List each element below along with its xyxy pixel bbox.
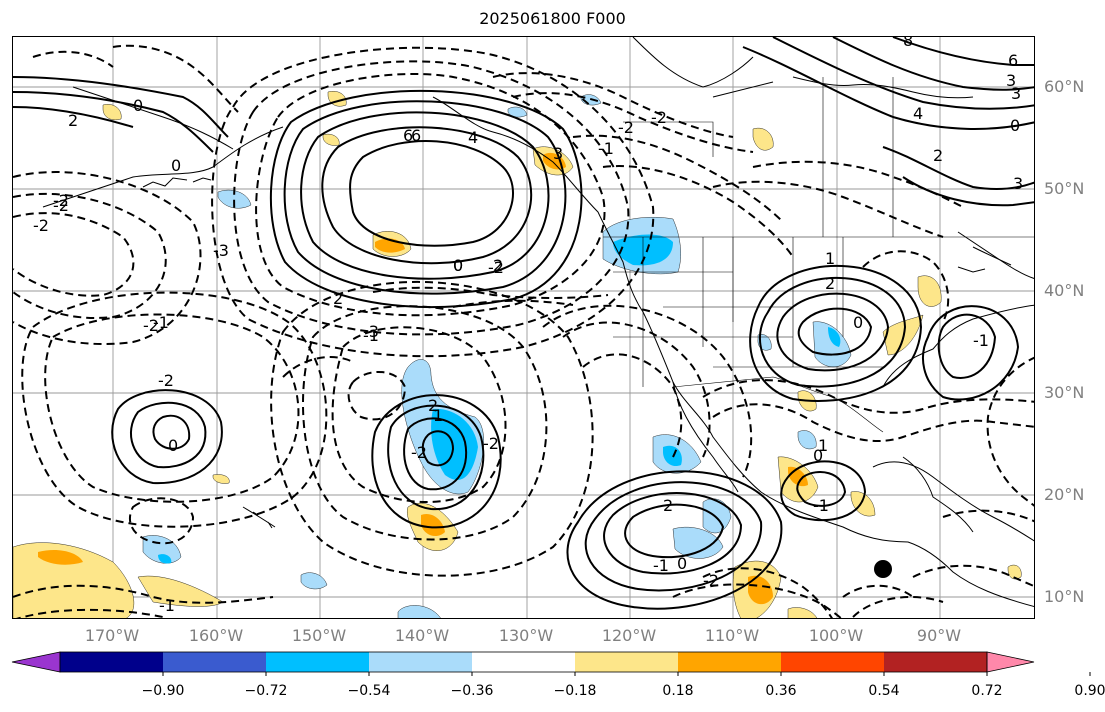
longitude-label: 130°W xyxy=(498,626,554,645)
contour-value-label: -2 xyxy=(651,108,667,127)
longitude-label: 120°W xyxy=(601,626,657,645)
longitude-label: 100°W xyxy=(808,626,864,645)
contour-value-label: 2 xyxy=(933,146,943,165)
contour-value-label: -2 xyxy=(143,316,159,335)
colorbar-extend-high xyxy=(986,651,1035,673)
colorbar-tick-label: 0.54 xyxy=(868,683,900,699)
contour-value-label: 3 xyxy=(1011,84,1021,103)
political-borders xyxy=(603,77,1034,433)
contour-value-label: -2 xyxy=(488,258,504,277)
contour-value-label: 3 xyxy=(553,144,563,163)
strong-positive-shading xyxy=(38,152,808,605)
longitude-label: 170°W xyxy=(84,626,140,645)
solid-contours xyxy=(13,37,1034,610)
contour-value-label: 6 xyxy=(1008,51,1018,70)
colorbar-tick-label: −0.90 xyxy=(141,683,185,699)
colorbar-segment xyxy=(781,652,884,672)
longitude-label: 90°W xyxy=(916,626,962,645)
contour-value-label: 2 xyxy=(825,274,835,293)
contour-value-label: -1 xyxy=(813,496,829,515)
contour-value-label: 2 xyxy=(68,111,78,130)
contour-value-label: 1 xyxy=(825,249,835,268)
colorbar-segment xyxy=(369,652,472,672)
contour-value-label: -2 xyxy=(53,196,69,215)
contour-value-label: -1 xyxy=(153,313,169,332)
coastlines xyxy=(42,37,1034,607)
contour-value-label: 6 xyxy=(23,37,33,40)
latitude-label: 60°N xyxy=(1044,77,1085,96)
contour-value-label: 1 xyxy=(433,406,443,425)
contour-value-label: -2 xyxy=(618,118,634,137)
longitude-label: 160°W xyxy=(188,626,244,645)
contour-value-label: 0 xyxy=(453,256,463,275)
contour-value-label: 2 xyxy=(493,256,503,275)
contour-value-label: 0 xyxy=(453,256,463,275)
latitude-label: 40°N xyxy=(1044,281,1085,300)
contour-value-label: 3 xyxy=(1006,71,1016,90)
latitude-label: 20°N xyxy=(1044,485,1085,504)
latitude-label: 30°N xyxy=(1044,383,1085,402)
colorbar-segment xyxy=(472,652,575,672)
contour-value-label: -3 xyxy=(363,322,379,341)
longitude-label: 110°W xyxy=(704,626,760,645)
colorbar-tick-label: −0.36 xyxy=(450,683,494,699)
longitude-label: 140°W xyxy=(394,626,450,645)
colorbar-tick-label: 0.72 xyxy=(971,683,1003,699)
contour-value-label: 2 xyxy=(663,496,673,515)
contour-value-label: -2 xyxy=(53,191,69,210)
colorbar-segment xyxy=(163,652,266,672)
contour-value-label: 4 xyxy=(913,104,923,123)
contour-value-label: 1 xyxy=(818,436,828,455)
colorbar-tick-label: −0.18 xyxy=(553,683,597,699)
contour-value-label: -2 xyxy=(33,216,49,235)
contour-value-label: -1 xyxy=(973,331,989,350)
colorbar-segment xyxy=(60,652,163,672)
contour-value-label: 3 xyxy=(1013,174,1023,193)
contour-value-label: 0 xyxy=(168,436,178,455)
dashed-contours xyxy=(13,44,1034,618)
storm-marker xyxy=(874,560,892,578)
map-panel: 6402-2-2-12064-2-2-13-20-1-2-2-2-312-201… xyxy=(12,36,1035,619)
colorbar-segment xyxy=(678,652,781,672)
colorbar-tick-label: 0.90 xyxy=(1074,683,1105,699)
contour-value-label: 0 xyxy=(1010,116,1020,135)
colorbar-extend-low xyxy=(11,651,61,673)
contour-value-label: 2 xyxy=(333,289,343,308)
contour-value-label: 0 xyxy=(813,446,823,465)
colorbar-tick-label: 0.18 xyxy=(662,683,694,699)
contour-value-label: -2 xyxy=(703,571,719,590)
contour-value-label: -2 xyxy=(483,434,499,453)
contour-value-label: 8 xyxy=(903,37,913,50)
colorbar-tick-label: −0.54 xyxy=(347,683,391,699)
latitude-label: 50°N xyxy=(1044,179,1085,198)
contour-value-label: 0 xyxy=(677,554,687,573)
contour-value-label: -3 xyxy=(213,241,229,260)
contour-value-label: -2 xyxy=(411,443,427,462)
map-canvas: 6402-2-2-12064-2-2-13-20-1-2-2-2-312-201… xyxy=(13,37,1034,618)
map-title: 2025061800 F000 xyxy=(479,9,626,28)
colorbar-tick-label: 0.36 xyxy=(765,683,797,699)
contour-labels: 6402-2-2-12064-2-2-13-20-1-2-2-2-312-201… xyxy=(23,37,1023,615)
colorbar-tick-label: −0.72 xyxy=(244,683,288,699)
contour-value-label: -2 xyxy=(158,371,174,390)
contour-value-label: -1 xyxy=(363,326,379,345)
contour-value-label: 6 xyxy=(411,126,421,145)
contour-value-label: 0 xyxy=(853,313,863,332)
contour-value-label: -1 xyxy=(159,596,175,615)
contour-value-label: 2 xyxy=(428,396,438,415)
colorbar-frame xyxy=(59,651,988,673)
colorbar-segment xyxy=(575,652,678,672)
contour-value-label: -1 xyxy=(653,556,669,575)
latitude-label: 10°N xyxy=(1044,587,1085,606)
contour-value-label: 4 xyxy=(468,128,478,147)
longitude-label: 150°W xyxy=(291,626,347,645)
colorbar-segment xyxy=(884,652,987,672)
contour-value-label: -1 xyxy=(598,139,614,158)
contour-value-label: 6 xyxy=(403,126,413,145)
contour-value-label: 0 xyxy=(133,96,143,115)
contour-value-label: 0 xyxy=(171,156,181,175)
colorbar-segment xyxy=(266,652,369,672)
